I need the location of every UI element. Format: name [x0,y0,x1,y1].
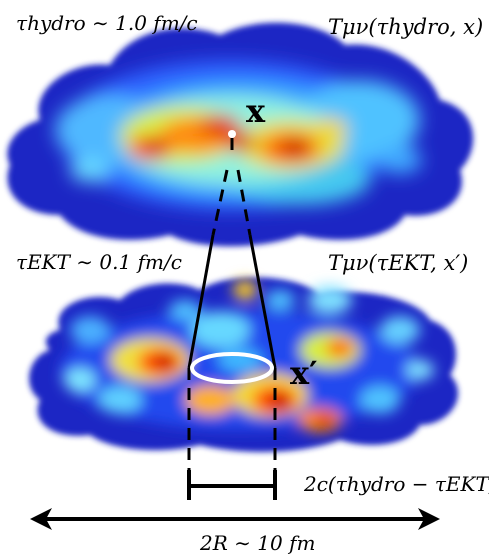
point-x-prime-label: x′ [290,354,318,392]
point-x-marker [228,130,236,138]
causal-width-bracket [187,470,277,500]
cone-right-dashed-top [236,169,252,236]
source-region-ring [190,352,274,384]
point-x-label: x [246,92,266,130]
cone-left-dashed-top [211,169,229,236]
ekt-energy-density-map [29,277,459,452]
nucleus-width-label: 2R ∼ 10 fm [199,531,315,555]
ekt-time-label: τEKT ∼ 0.1 fm/c [16,250,182,274]
hydro-energy-density-map [7,22,474,247]
causal-cone [187,169,277,470]
hydro-time-label: τhydro ∼ 1.0 fm/c [16,11,198,35]
hydro-field-label: Tμν(τhydro, x) [328,15,483,39]
cone-right-line [248,234,277,369]
cone-left-line [187,234,215,369]
nucleus-width-arrow [30,508,440,530]
ekt-field-label: Tμν(τEKT, x′) [328,251,468,275]
causal-width-label: 2c(τhydro − τEKT) [303,472,489,496]
